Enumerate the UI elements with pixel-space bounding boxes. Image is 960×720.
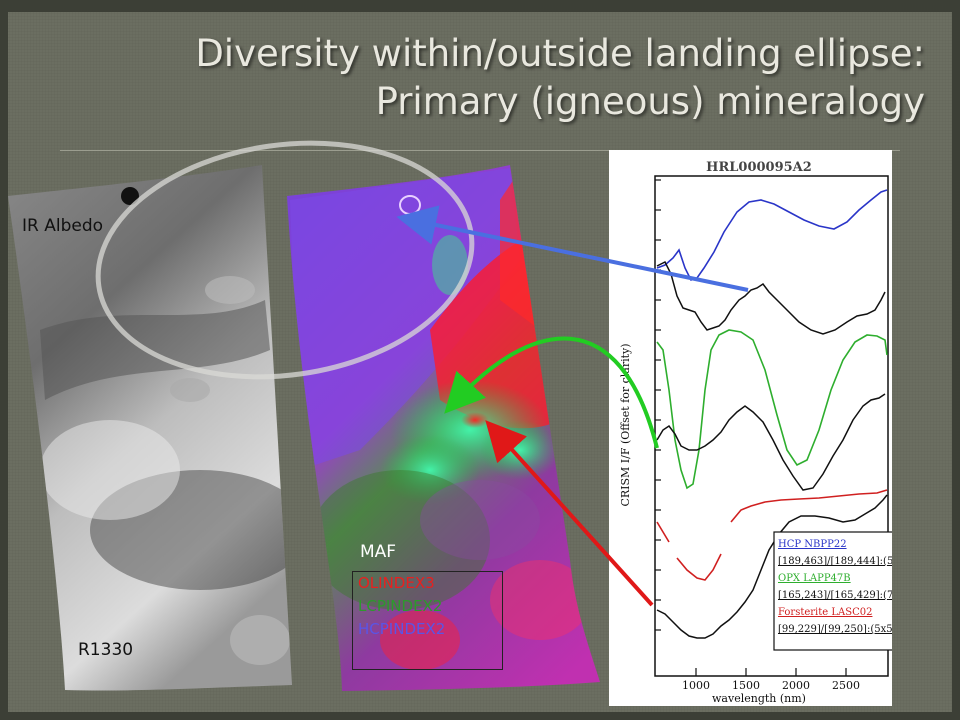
- opx-ratio-black: [656, 393, 886, 491]
- x-axis-ticks: [695, 668, 847, 676]
- key-forsterite-roi: [99,229]/[99,250]:(5x5 ROI): [778, 624, 892, 635]
- r1330-label: R1330: [78, 640, 134, 660]
- spectra-title: HRL000095A2: [706, 160, 812, 175]
- opx-spectrum-green: [656, 329, 888, 490]
- key-opx-name: OPX LAPP47B: [778, 573, 851, 584]
- hcp-ratio-black: [656, 260, 886, 335]
- spectra-key-entries: HCP NBPP22 [189,463]/[189,444]:(5x5 ROI)…: [778, 539, 932, 635]
- x-tick-1000: 1000: [682, 679, 710, 692]
- key-hcp-roi: [189,463]/[189,444]:(5x5 ROI): [778, 556, 892, 567]
- plot-frame: [654, 175, 889, 677]
- hcp-spectrum-blue: [656, 189, 888, 281]
- legend-item-olindex: OLINDEX3: [358, 574, 435, 592]
- forsterite-ratio-black: [656, 494, 888, 639]
- green-arrow: [444, 336, 659, 449]
- red-arrow: [485, 420, 654, 607]
- key-hcp-name: HCP NBPP22: [778, 539, 847, 550]
- slide-title: Diversity within/outside landing ellipse…: [30, 30, 925, 126]
- ir-albedo-label: IR Albedo: [22, 216, 104, 236]
- title-line-2: Primary (igneous) mineralogy: [375, 80, 925, 123]
- x-tick-2500: 2500: [832, 679, 860, 692]
- title-divider: [60, 150, 900, 151]
- key-forsterite-name: Forsterite LASC02: [778, 607, 872, 618]
- blue-arrow: [396, 205, 749, 292]
- x-tick-1500: 1500: [732, 679, 760, 692]
- maf-label: MAF: [360, 542, 397, 562]
- legend-item-hcpindex: HCPINDEX2: [358, 620, 446, 638]
- x-axis-label: wavelength (nm): [712, 692, 806, 705]
- legend-item-lcpindex: LCPINDEX2: [358, 597, 443, 615]
- key-opx-roi: [165,243]/[165,429]:(7x7 ROI): [778, 590, 892, 601]
- y-axis-label: CRISM I/F (Offset for clarity): [619, 343, 632, 506]
- title-line-1: Diversity within/outside landing ellipse…: [195, 32, 925, 75]
- x-tick-2000: 2000: [782, 679, 810, 692]
- maf-legend: OLINDEX3 LCPINDEX2 HCPINDEX2: [352, 571, 503, 670]
- forsterite-spectrum-red: [656, 489, 888, 581]
